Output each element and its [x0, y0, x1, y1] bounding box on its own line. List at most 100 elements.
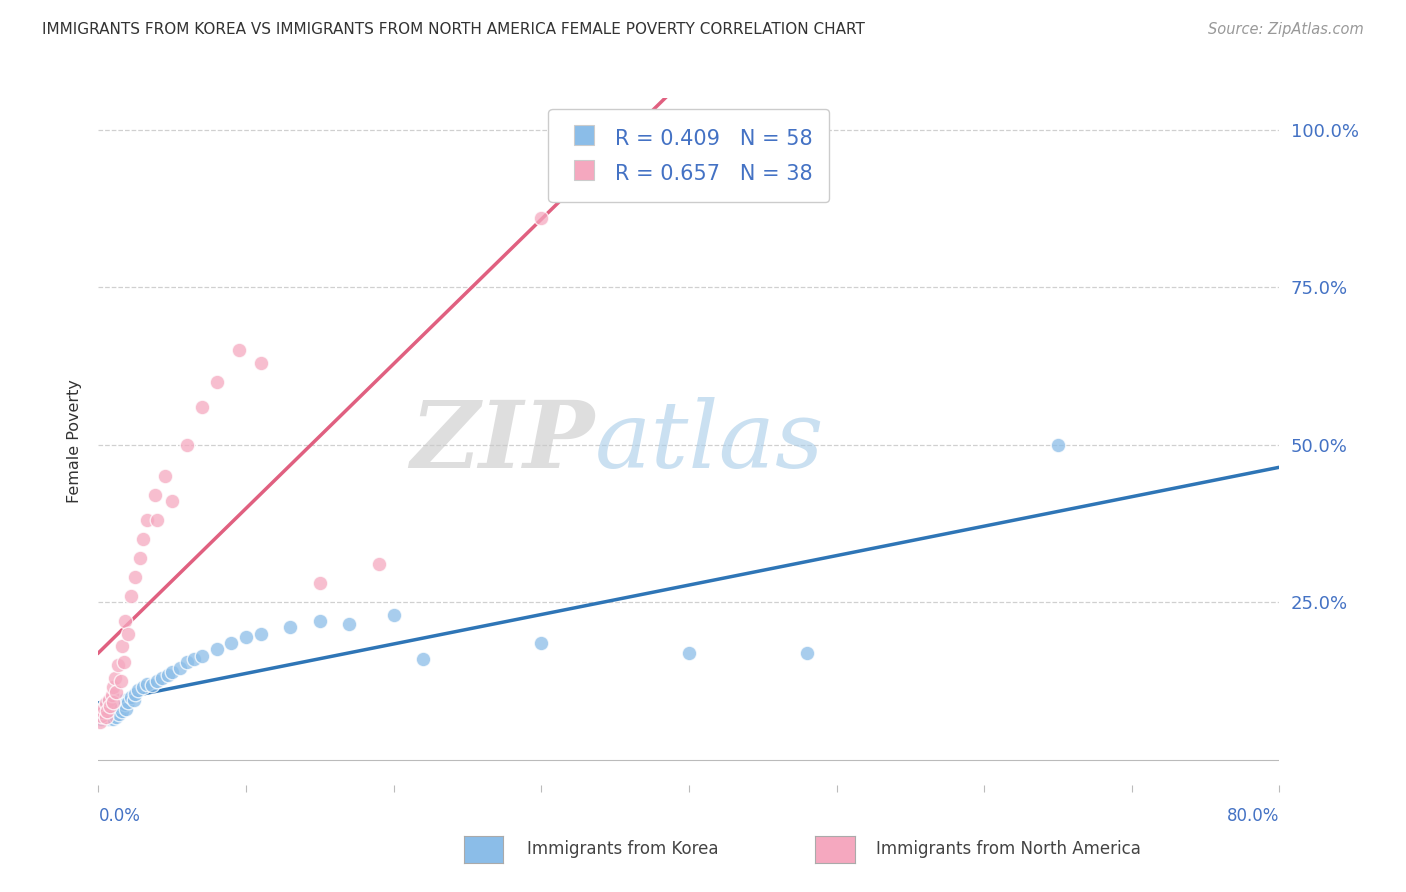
- Y-axis label: Female Poverty: Female Poverty: [67, 380, 83, 503]
- Point: [648, 148, 671, 162]
- Point: [105, 684, 128, 698]
- Point: [250, 356, 273, 370]
- Point: [100, 706, 122, 720]
- Point: [235, 630, 257, 644]
- Point: [309, 614, 332, 628]
- Point: [183, 652, 205, 666]
- Point: [162, 494, 183, 508]
- Point: [103, 695, 125, 709]
- Point: [153, 469, 176, 483]
- Point: [678, 646, 700, 660]
- Text: ZIP: ZIP: [411, 397, 595, 486]
- Point: [112, 655, 135, 669]
- Point: [176, 655, 198, 669]
- Point: [89, 714, 111, 729]
- Point: [96, 696, 118, 710]
- Point: [97, 693, 120, 707]
- Point: [146, 513, 169, 527]
- Point: [90, 712, 112, 726]
- Point: [93, 701, 115, 715]
- Point: [120, 589, 142, 603]
- Point: [219, 636, 242, 650]
- Point: [124, 570, 146, 584]
- Point: [176, 438, 198, 452]
- Text: atlas: atlas: [595, 397, 824, 486]
- Point: [169, 661, 191, 675]
- Text: Immigrants from Korea: Immigrants from Korea: [527, 840, 718, 858]
- Point: [96, 710, 118, 724]
- Point: [105, 710, 128, 724]
- Point: [107, 702, 129, 716]
- Point: [382, 607, 405, 622]
- Point: [112, 693, 135, 707]
- Point: [103, 695, 125, 709]
- Point: [796, 646, 818, 660]
- Point: [100, 698, 122, 712]
- Text: Immigrants from North America: Immigrants from North America: [876, 840, 1140, 858]
- Point: [132, 681, 155, 695]
- Legend: R = 0.409   N = 58, R = 0.657   N = 38: R = 0.409 N = 58, R = 0.657 N = 38: [548, 109, 830, 202]
- Point: [191, 400, 214, 414]
- Point: [94, 696, 117, 710]
- Point: [146, 673, 169, 688]
- Point: [368, 558, 391, 572]
- Text: IMMIGRANTS FROM KOREA VS IMMIGRANTS FROM NORTH AMERICA FEMALE POVERTY CORRELATIO: IMMIGRANTS FROM KOREA VS IMMIGRANTS FROM…: [42, 22, 865, 37]
- Point: [191, 648, 214, 663]
- Point: [309, 576, 332, 591]
- Point: [94, 699, 117, 714]
- Point: [143, 488, 166, 502]
- Point: [103, 681, 125, 695]
- Point: [530, 211, 553, 225]
- Point: [104, 699, 127, 714]
- Point: [93, 706, 115, 720]
- Point: [91, 706, 114, 720]
- Point: [117, 695, 139, 709]
- Point: [412, 652, 434, 666]
- Point: [156, 667, 179, 681]
- Point: [104, 671, 127, 685]
- Text: 0.0%: 0.0%: [98, 807, 141, 825]
- Point: [250, 626, 273, 640]
- Point: [89, 708, 111, 723]
- Point: [1046, 438, 1069, 452]
- Point: [205, 642, 228, 657]
- Point: [108, 696, 131, 710]
- Point: [98, 699, 121, 714]
- Point: [141, 678, 163, 692]
- Point: [127, 683, 149, 698]
- Point: [136, 677, 159, 691]
- Point: [90, 708, 112, 723]
- Point: [98, 701, 121, 715]
- Text: 80.0%: 80.0%: [1227, 807, 1279, 825]
- Point: [205, 375, 228, 389]
- Point: [132, 532, 155, 546]
- Point: [339, 617, 360, 632]
- Point: [93, 710, 115, 724]
- Point: [530, 636, 553, 650]
- Point: [136, 513, 159, 527]
- Point: [124, 687, 146, 701]
- Point: [97, 712, 120, 726]
- Point: [278, 620, 302, 634]
- Point: [107, 658, 129, 673]
- Point: [128, 551, 150, 566]
- Point: [94, 707, 117, 722]
- Point: [114, 614, 136, 628]
- Point: [122, 693, 145, 707]
- Point: [111, 640, 134, 654]
- Point: [114, 698, 136, 712]
- Point: [105, 693, 128, 707]
- Point: [150, 671, 173, 685]
- Point: [96, 704, 118, 718]
- Point: [162, 665, 183, 679]
- Point: [97, 704, 120, 718]
- Point: [228, 343, 250, 358]
- Point: [94, 710, 117, 724]
- Point: [91, 702, 114, 716]
- Point: [120, 690, 142, 704]
- Point: [111, 704, 134, 718]
- Point: [117, 626, 139, 640]
- Point: [110, 673, 132, 688]
- Point: [98, 708, 121, 723]
- Point: [104, 704, 127, 718]
